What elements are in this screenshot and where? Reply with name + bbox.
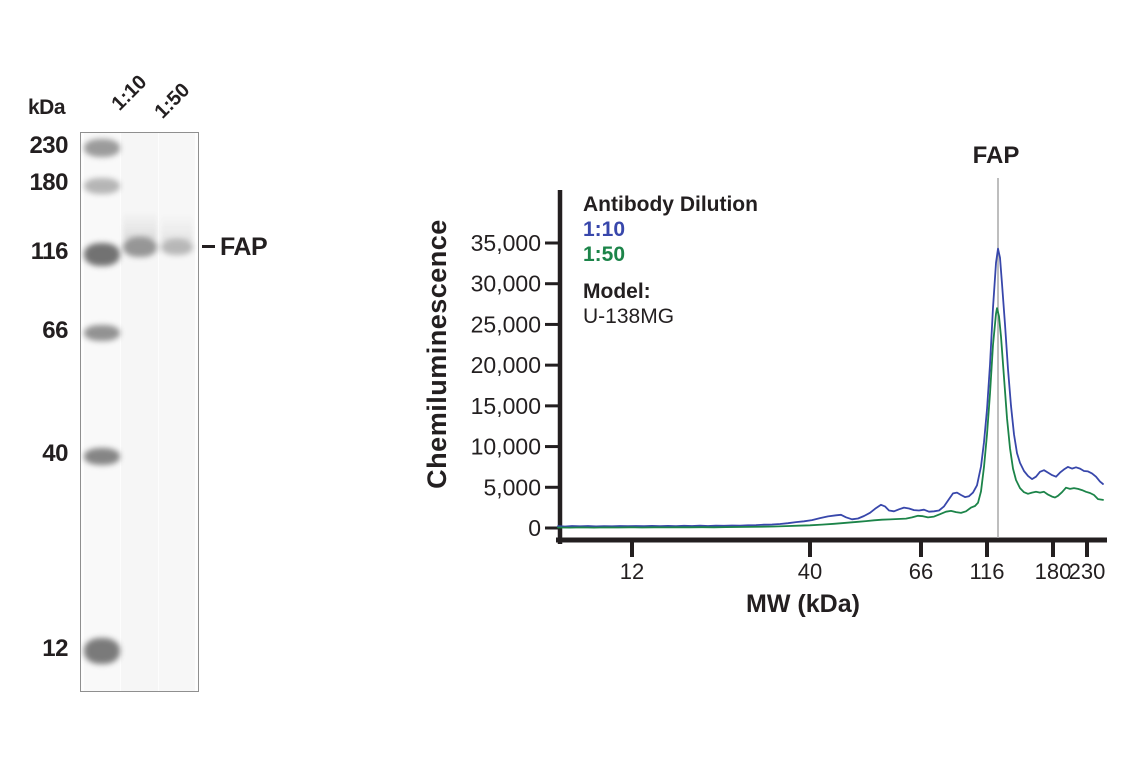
- ladder-band: [84, 638, 120, 664]
- marker-label-66: 66: [42, 317, 68, 344]
- marker-label-116: 116: [30, 238, 69, 265]
- chart-peak-label: FAP: [973, 142, 1020, 169]
- legend-entry-0: 1:10: [583, 218, 626, 241]
- x-tick-label: 116: [969, 559, 1004, 584]
- series-1:10: [557, 247, 1104, 528]
- blot-image: [80, 132, 199, 692]
- chemiluminescence-plot: FAP 0 5,000 10,000 15,000 20,000 25,000 30,000 3…: [471, 142, 1107, 584]
- lane-label-1-50: 1:50: [150, 79, 195, 123]
- kda-unit-label: kDa: [28, 96, 66, 119]
- x-tick-label: 12: [620, 559, 644, 584]
- ladder-band: [84, 242, 120, 266]
- ladder-band: [84, 325, 120, 341]
- sample-band-smear: [161, 213, 193, 241]
- ladder-band: [84, 178, 120, 194]
- marker-label-40: 40: [42, 440, 68, 467]
- legend-model-value: U-138MG: [583, 305, 675, 328]
- x-tick-label: 230: [1069, 559, 1106, 584]
- y-tick-label: 5,000: [483, 474, 541, 500]
- sample-band: [123, 237, 157, 257]
- lane-label-1-10: 1:10: [107, 71, 152, 115]
- x-tick-label: 66: [909, 559, 933, 584]
- y-tick-label: 30,000: [471, 271, 541, 297]
- sample-band-smear: [123, 211, 157, 239]
- y-tick-label: 25,000: [471, 311, 541, 337]
- x-tick-label: 40: [798, 559, 822, 584]
- ladder-lane: [84, 133, 120, 691]
- sample-band: [161, 239, 193, 255]
- ladder-band: [84, 139, 120, 157]
- legend-title: Antibody Dilution: [583, 193, 758, 216]
- marker-label-180: 180: [29, 169, 68, 196]
- y-tick-label: 10,000: [471, 434, 541, 460]
- band-pointer-line: [202, 245, 215, 248]
- marker-label-230: 230: [29, 132, 68, 159]
- x-axis-title: MW (kDa): [746, 590, 860, 618]
- x-tick-label: 180: [1035, 559, 1072, 584]
- legend-entry-1: 1:50: [583, 243, 626, 266]
- y-tick-label: 20,000: [471, 352, 541, 378]
- blot-band-label: FAP: [220, 233, 268, 261]
- y-tick-label: 15,000: [471, 393, 541, 419]
- marker-label-12: 12: [42, 635, 68, 662]
- legend-model-label: Model:: [583, 280, 651, 303]
- ladder-marker-labels: 230 180 116 66 40 12: [4, 0, 68, 768]
- y-tick-label: 35,000: [471, 230, 541, 256]
- series-1:50: [557, 307, 1104, 529]
- ladder-band: [84, 447, 120, 465]
- y-tick-label: 0: [528, 515, 541, 541]
- chart-legend: Antibody Dilution 1:10 1:50 Model: U-138…: [583, 192, 758, 329]
